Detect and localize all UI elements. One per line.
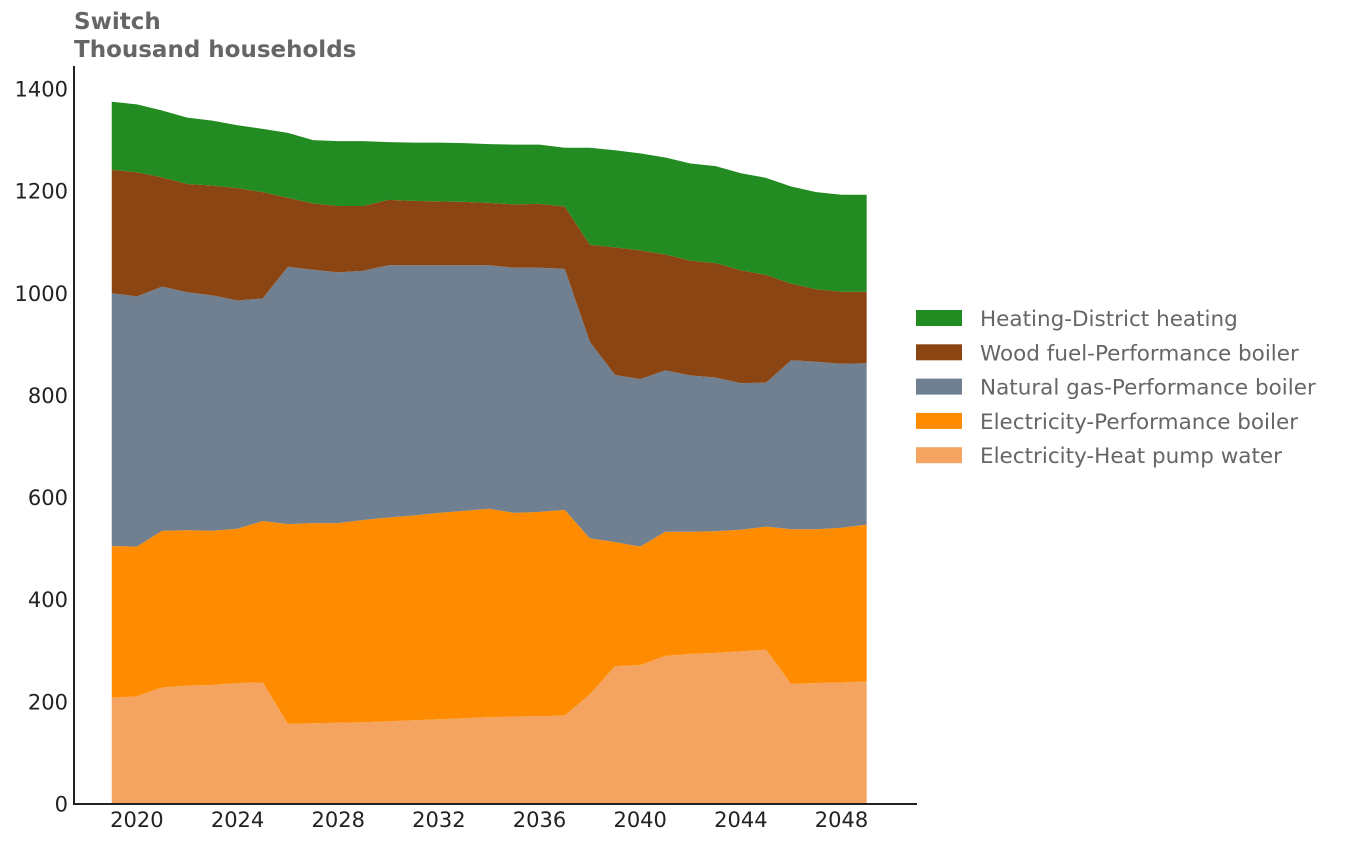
legend-swatch	[916, 378, 962, 395]
x-tick-label: 2020	[110, 808, 163, 832]
x-tick-label: 2044	[714, 808, 767, 832]
y-tick-label: 200	[28, 690, 68, 714]
axes-group: 0 200 400 600 800 1000 1200 1400 2020 2024 2028 203…	[15, 66, 917, 832]
y-tick-label: 600	[28, 486, 68, 510]
chart-title: Switch	[74, 9, 161, 35]
y-tick-label: 0	[55, 793, 68, 817]
legend-label: Electricity-Heat pump water	[980, 444, 1282, 469]
legend-swatch	[916, 447, 962, 464]
legend: Heating-District heating Wood fuel-Perfor…	[916, 307, 1316, 469]
legend-label: Wood fuel-Performance boiler	[980, 341, 1299, 366]
legend-swatch	[916, 310, 962, 326]
y-tick-label: 1200	[15, 180, 68, 204]
area-wood-fuel-performance-boiler	[111, 169, 867, 384]
x-tick-label: 2028	[311, 808, 364, 832]
x-tick-label: 2036	[513, 808, 566, 832]
area-electricity-performance-boiler	[111, 508, 867, 724]
x-tick-label: 2032	[412, 808, 465, 832]
y-tick-label: 1400	[15, 78, 68, 102]
x-tick-label: 2040	[613, 808, 666, 832]
y-tick-label: 400	[28, 588, 68, 612]
area-natural-gas-performance-boiler	[111, 265, 867, 547]
y-tick-label: 800	[28, 384, 68, 408]
legend-label: Natural gas-Performance boiler	[980, 376, 1316, 401]
x-tick-label: 2048	[815, 808, 868, 832]
legend-label: Electricity-Performance boiler	[980, 410, 1298, 435]
area-electricity-heat-pump-water	[111, 649, 867, 804]
area-series-group	[111, 101, 867, 804]
legend-swatch	[916, 344, 962, 361]
area-heating-district-heating	[111, 101, 867, 292]
chart-subtitle: Thousand households	[74, 37, 356, 63]
x-tick-label: 2024	[211, 808, 264, 832]
legend-swatch	[916, 412, 962, 429]
y-tick-label: 1000	[15, 282, 68, 306]
legend-label: Heating-District heating	[980, 307, 1238, 332]
